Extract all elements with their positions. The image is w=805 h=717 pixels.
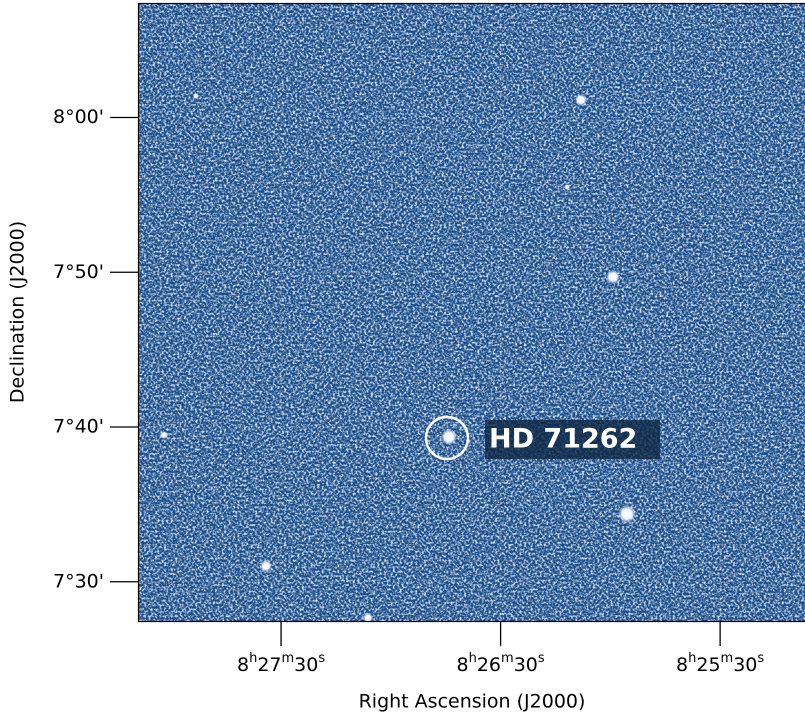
target-marker: [424, 415, 470, 461]
annotation-box: [485, 420, 660, 459]
annotation: HD 71262: [489, 424, 637, 455]
y-tick-label: 7°50': [53, 261, 104, 283]
x-tick-label: 8h27m30s: [237, 651, 325, 676]
y-tick-label: 8°00': [53, 106, 104, 128]
x-tick-label: 8h25m30s: [676, 651, 764, 676]
x-tick-label: 8h26m30s: [457, 651, 545, 676]
sky-image: [138, 3, 805, 622]
x-axis-label: Right Ascension (J2000): [359, 691, 586, 713]
y-tick-label: 7°30': [53, 570, 104, 592]
y-tick-label: 7°40': [53, 416, 104, 438]
plot-frame: [137, 2, 805, 623]
y-axis-label: Declination (J2000): [7, 221, 29, 403]
